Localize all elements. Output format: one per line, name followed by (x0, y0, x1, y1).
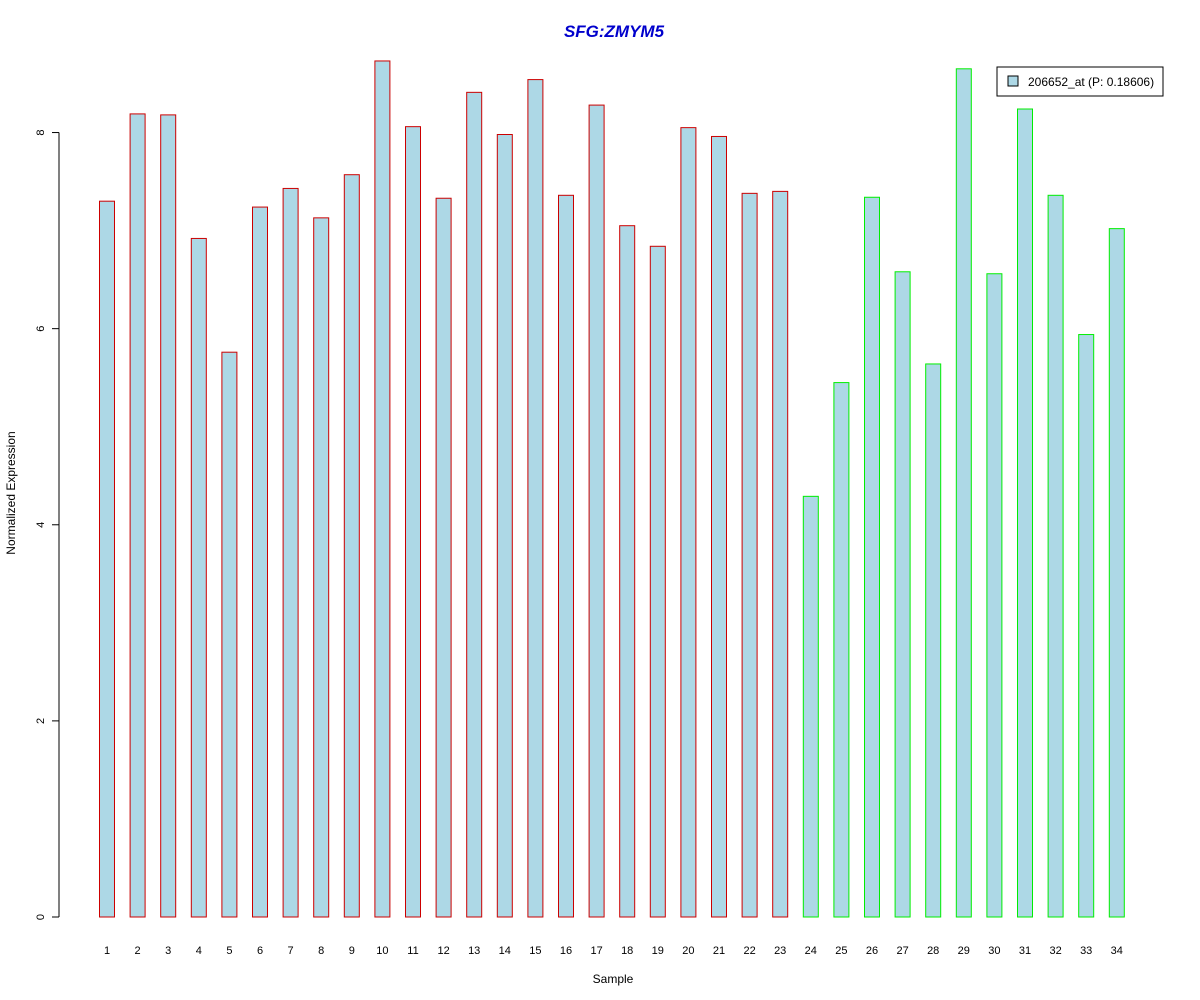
bar (772, 190, 789, 918)
bar (160, 114, 177, 918)
x-tick-label: 32 (1049, 945, 1061, 957)
bar (588, 104, 605, 918)
x-tick-label: 5 (226, 945, 232, 957)
x-tick-labels: 1 2 3 4 5 6 7 8 9 10 11 12 13 14 15 16 17 18 19 20 21 22 23 24 2… (104, 945, 1123, 957)
x-tick-label: 3 (165, 945, 171, 957)
x-tick-label: 23 (774, 945, 786, 957)
bar (374, 60, 391, 918)
x-tick-label: 2 (135, 945, 141, 957)
x-tick-label: 34 (1111, 945, 1123, 957)
x-tick-label: 26 (866, 945, 878, 957)
bar (619, 225, 636, 918)
x-tick-label: 29 (958, 945, 970, 957)
x-tick-label: 8 (318, 945, 324, 957)
bar (190, 237, 207, 918)
bar (894, 271, 911, 918)
bar (1108, 228, 1125, 918)
bar (313, 217, 330, 918)
x-tick-label: 22 (743, 945, 755, 957)
bar (833, 382, 850, 918)
legend-label: 206652_at (P: 0.18606) (1028, 75, 1154, 89)
bar (99, 200, 115, 918)
bar (711, 135, 727, 918)
x-tick-label: 12 (437, 945, 449, 957)
legend-swatch (1007, 75, 1019, 87)
bars (99, 60, 1125, 918)
bar (955, 68, 972, 918)
y-axis-label: Normalized Expression (4, 431, 18, 554)
x-tick-label: 19 (652, 945, 664, 957)
x-tick-label: 7 (288, 945, 294, 957)
x-tick-label: 4 (196, 945, 202, 957)
bar (343, 174, 360, 918)
bar (405, 126, 421, 918)
x-tick-label: 18 (621, 945, 633, 957)
x-tick-label: 1 (104, 945, 110, 957)
bar (802, 495, 819, 918)
y-tick-label: 2 (35, 718, 47, 724)
x-tick-label: 15 (529, 945, 541, 957)
x-tick-label: 13 (468, 945, 480, 957)
x-tick-label: 24 (805, 945, 817, 957)
bar (1078, 334, 1095, 918)
x-tick-label: 6 (257, 945, 263, 957)
legend-box (996, 66, 1164, 97)
x-tick-label: 11 (407, 945, 418, 957)
y-tick-label: 8 (35, 129, 47, 135)
x-tick-label: 16 (560, 945, 572, 957)
bar (129, 113, 146, 918)
bar (466, 91, 483, 918)
x-tick-label: 27 (896, 945, 908, 957)
y-tick-label: 0 (35, 914, 47, 920)
y-axis: 0 2 4 6 8 (35, 129, 60, 920)
x-tick-label: 30 (988, 945, 1000, 957)
bar (986, 273, 1003, 918)
bar (1017, 108, 1033, 918)
bar (741, 192, 758, 918)
x-tick-label: 10 (376, 945, 388, 957)
bar (221, 351, 238, 918)
bar (649, 245, 666, 918)
bar (680, 127, 697, 918)
bar (925, 363, 942, 918)
legend: 206652_at (P: 0.18606) (996, 66, 1164, 97)
bar (864, 196, 880, 918)
x-tick-label: 17 (590, 945, 602, 957)
bar (282, 187, 299, 918)
x-tick-label: 33 (1080, 945, 1092, 957)
x-tick-label: 31 (1019, 945, 1031, 957)
x-tick-label: 25 (835, 945, 847, 957)
x-tick-label: 9 (349, 945, 355, 957)
x-tick-label: 28 (927, 945, 939, 957)
x-tick-label: 20 (682, 945, 694, 957)
x-tick-label: 14 (499, 945, 511, 957)
y-tick-label: 6 (35, 326, 47, 332)
x-axis-label: Sample (593, 972, 634, 986)
bar (558, 194, 574, 918)
bar (1047, 194, 1064, 918)
bar (527, 79, 544, 918)
bar (496, 134, 513, 918)
x-tick-label: 21 (713, 945, 725, 957)
bar (252, 206, 268, 918)
y-tick-label: 4 (35, 522, 47, 528)
chart-title: SFG:ZMYM5 (564, 22, 665, 41)
bar (435, 197, 452, 918)
